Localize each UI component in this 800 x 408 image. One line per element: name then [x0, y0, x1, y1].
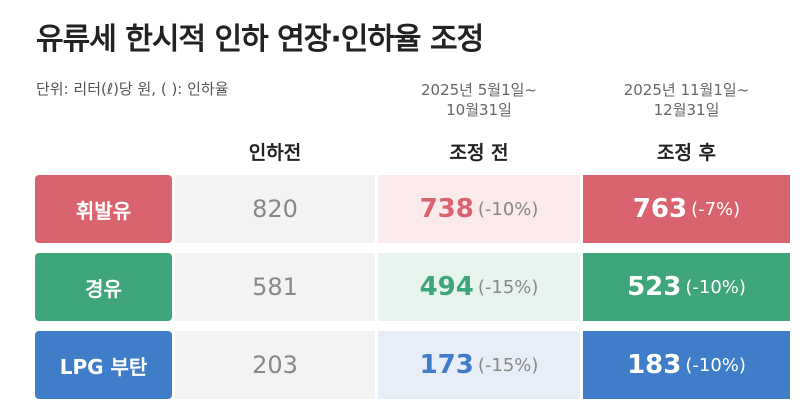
value-cell: 820 [175, 175, 375, 243]
column-period: 10월31일 [446, 101, 512, 119]
value: 523 [627, 272, 682, 302]
column-period: 12월31일 [653, 101, 720, 119]
value-cell: 763 (-7%) [583, 175, 790, 243]
title: 유류세 한시적 인하 연장·인하율 조정 [36, 22, 484, 57]
unit-note: 단위: 리터(ℓ)당 원, ( ): 인하율 [36, 80, 229, 98]
column-header: 인하전 [248, 142, 302, 164]
value-cell: 203 [175, 331, 375, 399]
rate: (-15%) [477, 354, 539, 376]
value-cell: 173 (-15%) [378, 331, 580, 399]
value: 763 [632, 194, 688, 224]
rate: (-10%) [685, 276, 746, 298]
value-cell: 494 (-15%) [378, 253, 580, 321]
value-cell: 581 [175, 253, 375, 321]
rate: (-10%) [477, 198, 539, 220]
value: 581 [252, 273, 298, 301]
column-header: 조정 후 [656, 142, 717, 164]
rate: (-15%) [477, 276, 539, 298]
rate: (-10%) [685, 354, 746, 376]
value-cell: 183 (-10%) [583, 331, 790, 399]
value-cell: 523 (-10%) [583, 253, 790, 321]
value: 820 [252, 195, 298, 223]
row-label: 휘발유 [35, 175, 172, 243]
row-label: 경유 [35, 253, 172, 321]
value: 494 [419, 272, 474, 302]
value: 173 [419, 350, 474, 380]
value-cell: 738 (-10%) [378, 175, 580, 243]
value: 203 [252, 351, 298, 379]
column-header: 조정 전 [449, 142, 509, 164]
value: 738 [419, 194, 474, 224]
column-period: 2025년 11월1일~ [623, 81, 750, 99]
column-period: 2025년 5월1일~ [421, 81, 537, 99]
value: 183 [627, 350, 682, 380]
row-label: LPG 부탄 [35, 331, 172, 399]
rate: (-7%) [691, 198, 741, 220]
